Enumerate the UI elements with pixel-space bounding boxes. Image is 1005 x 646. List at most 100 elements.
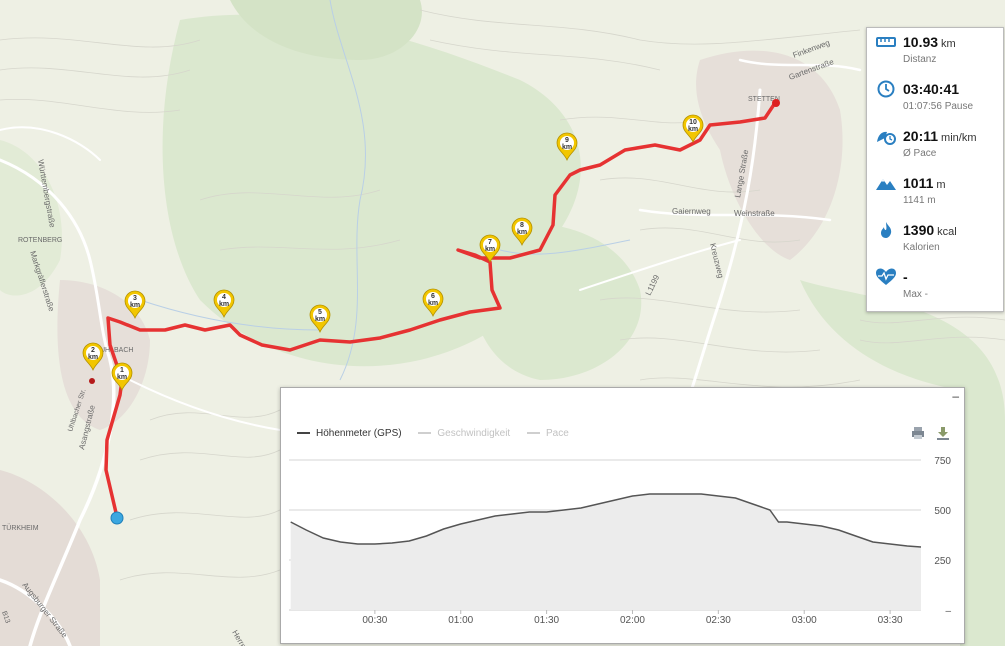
elevation-unit: m bbox=[936, 179, 946, 191]
forest-area bbox=[0, 140, 62, 296]
route-dot bbox=[89, 378, 95, 384]
x-tick-label: 01:00 bbox=[448, 615, 473, 626]
elevation-chart: – 250 500 750 00:30 01:00 01:30 02:00 02:30 03:00… bbox=[289, 456, 951, 626]
km-marker[interactable]: 9km bbox=[556, 132, 578, 162]
route-end-dot bbox=[772, 99, 780, 107]
town-area bbox=[0, 470, 100, 646]
legend-elevation[interactable]: Höhenmeter (GPS) bbox=[297, 428, 402, 439]
km-marker-unit: km bbox=[219, 301, 229, 308]
km-marker-number: 2 bbox=[91, 347, 95, 354]
km-marker[interactable]: 5km bbox=[309, 304, 331, 334]
x-tick-label: 03:30 bbox=[878, 615, 903, 626]
stat-elevation: 1011 m 1141 m bbox=[867, 169, 1003, 215]
time-value: 03:40:41 bbox=[903, 81, 960, 97]
km-marker-unit: km bbox=[315, 316, 325, 323]
pace-unit: min/km bbox=[941, 132, 977, 144]
label-weinstrasse: Weinstraße bbox=[734, 209, 775, 218]
km-marker-unit: km bbox=[485, 246, 495, 253]
stats-panel: 10.93 km Distanz 03:40:41 01:07:56 Pause … bbox=[866, 27, 1004, 312]
elevation-line[interactable] bbox=[290, 493, 922, 548]
km-marker-number: 4 bbox=[222, 294, 226, 301]
km-marker[interactable]: 2km bbox=[82, 342, 104, 372]
x-tick-label: 02:30 bbox=[706, 615, 731, 626]
legend-speed-label: Geschwindigkeit bbox=[437, 428, 511, 439]
route-line[interactable] bbox=[104, 101, 777, 519]
km-marker[interactable]: 8km bbox=[511, 217, 533, 247]
y-tick-label: – bbox=[945, 606, 951, 617]
chart-legend: Höhenmeter (GPS) Geschwindigkeit Pace bbox=[297, 428, 583, 439]
flame-icon bbox=[881, 222, 892, 238]
x-tick-label: 01:30 bbox=[534, 615, 559, 626]
km-marker-unit: km bbox=[688, 126, 698, 133]
km-marker-number: 7 bbox=[488, 239, 492, 246]
km-marker-number: 5 bbox=[318, 309, 322, 316]
legend-pace-label: Pace bbox=[545, 428, 569, 439]
pace-value: 20:11 bbox=[903, 128, 939, 144]
legend-pace[interactable]: Pace bbox=[526, 428, 569, 439]
pace-label: Ø Pace bbox=[903, 148, 937, 159]
elevation-area bbox=[290, 494, 921, 610]
heart-rate-icon bbox=[876, 268, 896, 285]
km-marker[interactable]: 1km bbox=[111, 362, 133, 392]
calories-value: 1390 bbox=[903, 222, 935, 238]
forest-area bbox=[230, 0, 422, 60]
distance-unit: km bbox=[941, 38, 956, 50]
contour-lines bbox=[0, 9, 1005, 581]
km-marker-number: 8 bbox=[520, 222, 524, 229]
distance-label: Distanz bbox=[903, 54, 937, 65]
print-icon[interactable] bbox=[911, 426, 925, 440]
label-turkheim: TÜRKHEIM bbox=[2, 524, 39, 532]
forest-area bbox=[800, 280, 1005, 646]
x-tick-label: 02:00 bbox=[620, 615, 645, 626]
km-marker-unit: km bbox=[130, 302, 140, 309]
km-marker-number: 6 bbox=[431, 293, 435, 300]
km-marker[interactable]: 7km bbox=[479, 234, 501, 264]
legend-elevation-label: Höhenmeter (GPS) bbox=[316, 428, 402, 439]
km-marker-number: 1 bbox=[120, 367, 124, 374]
distance-value: 10.93 bbox=[903, 34, 939, 50]
km-marker[interactable]: 3km bbox=[124, 290, 146, 320]
km-marker-number: 10 bbox=[689, 119, 697, 126]
time-pause: 01:07:56 Pause bbox=[903, 101, 974, 112]
town-area bbox=[57, 280, 151, 430]
route-start-icon[interactable] bbox=[110, 511, 124, 525]
download-icon[interactable] bbox=[936, 426, 950, 440]
km-marker[interactable]: 6km bbox=[422, 288, 444, 318]
stat-time: 03:40:41 01:07:56 Pause bbox=[867, 75, 1003, 121]
heart-rate-max: Max - bbox=[903, 289, 928, 300]
elevation-sub: 1141 m bbox=[903, 195, 936, 206]
x-tick-label: 00:30 bbox=[362, 615, 387, 626]
y-tick-label: 500 bbox=[934, 506, 951, 517]
km-marker-unit: km bbox=[562, 144, 572, 151]
calories-label: Kalorien bbox=[903, 242, 940, 253]
km-marker-number: 3 bbox=[133, 295, 137, 302]
x-tick-label: 03:00 bbox=[792, 615, 817, 626]
km-marker-unit: km bbox=[428, 300, 438, 307]
y-tick-label: 750 bbox=[934, 456, 951, 467]
town-area bbox=[696, 50, 843, 261]
stat-heart-rate: - Max - bbox=[867, 263, 1003, 309]
km-marker-unit: km bbox=[117, 374, 127, 381]
km-marker[interactable]: 4km bbox=[213, 289, 235, 319]
elevation-value: 1011 bbox=[903, 175, 934, 191]
label-b13: B13 bbox=[0, 610, 11, 624]
y-tick-label: 250 bbox=[934, 556, 951, 567]
streams bbox=[139, 0, 631, 381]
clock-icon bbox=[877, 80, 895, 98]
label-uhlbach: UHLBACH bbox=[100, 347, 133, 354]
stat-distance: 10.93 km Distanz bbox=[867, 28, 1003, 74]
stat-pace: 20:11 min/km Ø Pace bbox=[867, 122, 1003, 168]
label-gaiernweg: Gaiernweg bbox=[672, 207, 711, 216]
km-marker-number: 9 bbox=[565, 137, 569, 144]
calories-unit: kcal bbox=[937, 226, 957, 238]
roads bbox=[0, 58, 862, 646]
km-marker-unit: km bbox=[517, 229, 527, 236]
legend-speed[interactable]: Geschwindigkeit bbox=[418, 428, 510, 439]
ruler-icon bbox=[876, 37, 896, 47]
pace-icon bbox=[877, 131, 896, 145]
minimize-button[interactable]: – bbox=[952, 389, 959, 403]
forest-area bbox=[468, 222, 642, 380]
heart-rate-value: - bbox=[903, 269, 908, 285]
